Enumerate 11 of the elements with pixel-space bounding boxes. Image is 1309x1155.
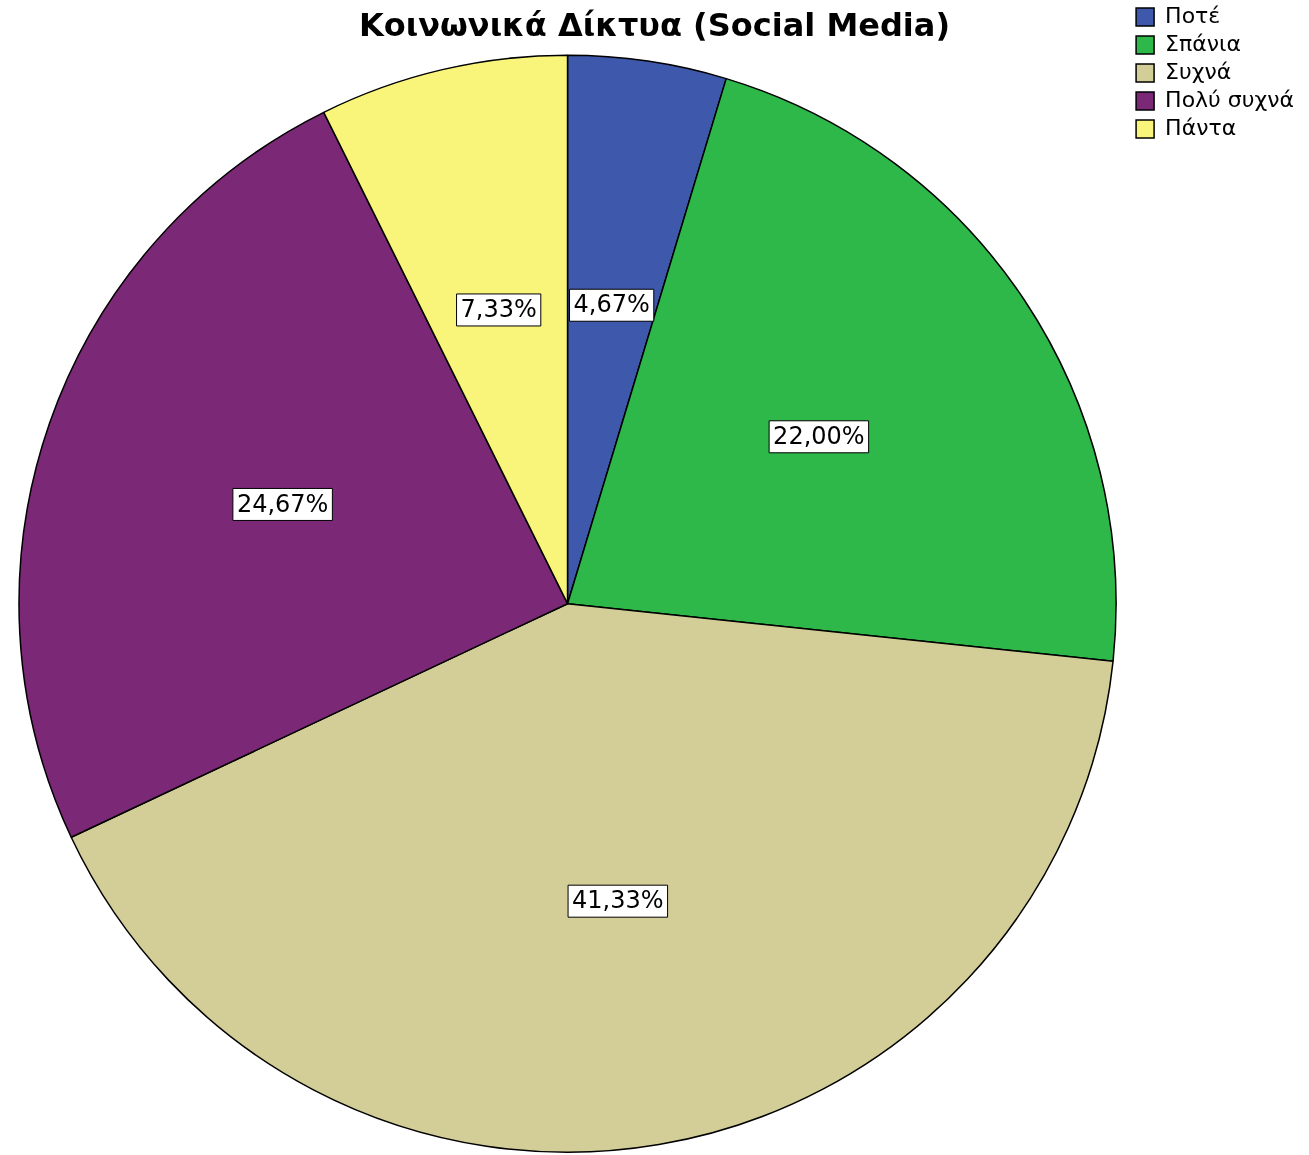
legend-label: Πάντα bbox=[1165, 114, 1237, 140]
chart-title: Κοινωνικά Δίκτυα (Social Media) bbox=[358, 5, 951, 44]
data-label: 22,00% bbox=[773, 422, 865, 451]
data-label: 24,67% bbox=[236, 489, 329, 518]
data-label: 4,67% bbox=[573, 290, 650, 319]
legend-label: Πολύ συχνά bbox=[1165, 86, 1294, 112]
data-label: 41,33% bbox=[572, 886, 664, 915]
data-label: 7,33% bbox=[460, 295, 537, 324]
legend-label: Συχνά bbox=[1165, 58, 1232, 84]
legend-label: Ποτέ bbox=[1165, 2, 1221, 28]
legend-label: Σπάνια bbox=[1165, 30, 1241, 56]
